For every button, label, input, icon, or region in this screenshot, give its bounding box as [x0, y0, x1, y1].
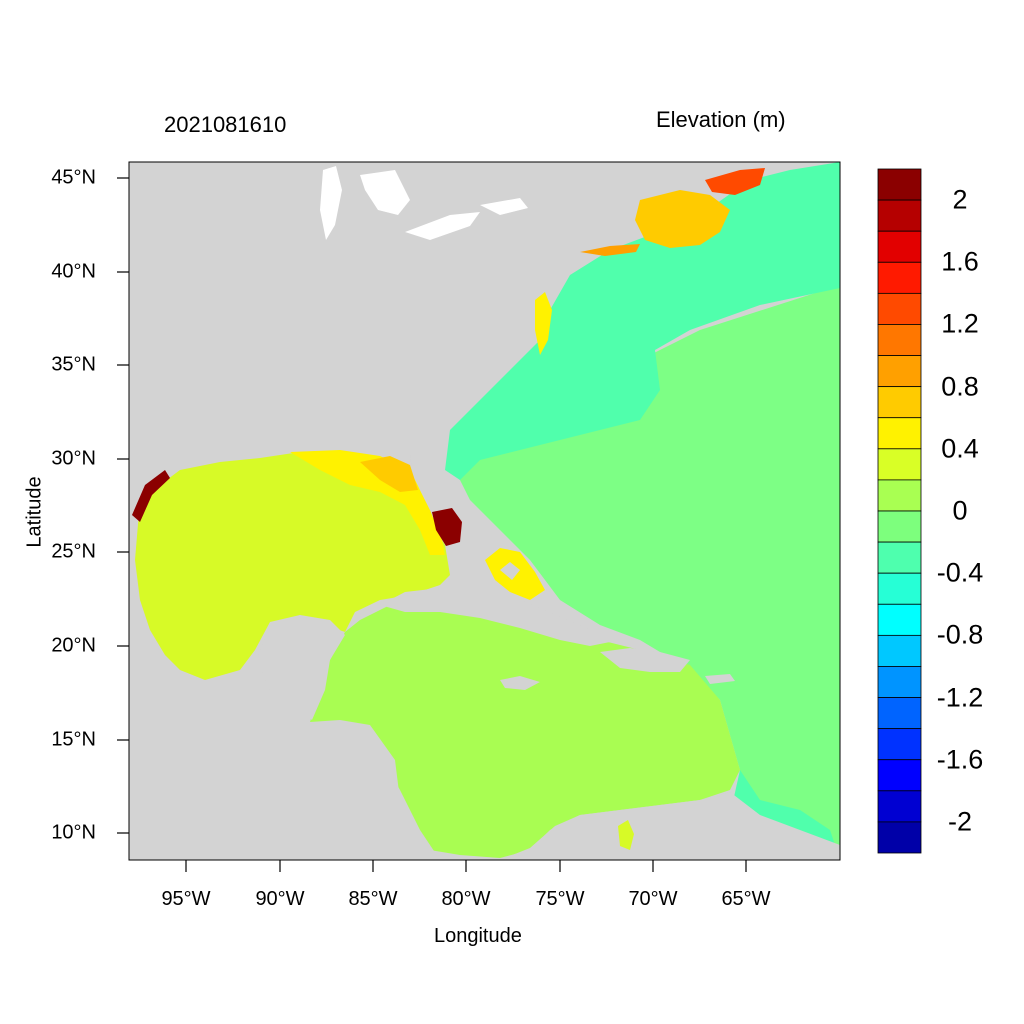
colorbar-swatch	[877, 448, 922, 481]
colorbar-swatch	[877, 728, 922, 761]
colorbar-swatch	[877, 324, 922, 356]
atlantic-shelf-region	[445, 162, 840, 480]
y-tick-label: 10°N	[51, 821, 96, 844]
y-tick-label: 45°N	[51, 166, 96, 189]
x-tick-label: 85°W	[348, 888, 398, 910]
lake-ontario	[480, 198, 528, 215]
colorbar-swatch	[877, 479, 922, 512]
lake-michigan	[320, 166, 342, 240]
colorbar-swatch	[877, 759, 922, 792]
colorbar-swatch	[877, 168, 922, 201]
colorbar-tick-label: 1.6	[941, 246, 979, 277]
hispaniola-island	[600, 648, 690, 672]
x-tick-label: 90°W	[255, 888, 305, 910]
cuba-island	[380, 588, 610, 646]
colorbar-swatch	[877, 230, 922, 263]
colorbar-tick-label: -2	[947, 806, 973, 837]
x-tick-label: 95°W	[161, 888, 211, 910]
colorbar-swatch	[877, 541, 922, 574]
colorbar-swatch	[877, 821, 922, 854]
colorbar-tick-label: 1.2	[941, 308, 979, 339]
colorbar-swatch	[877, 199, 922, 232]
colorbar-tick-label: -1.2	[936, 682, 984, 713]
plot-frame	[128, 161, 841, 861]
x-tick-marks	[185, 860, 747, 872]
colorbar-tick-label: 0.8	[941, 371, 979, 402]
gulf-of-mexico-region	[135, 452, 450, 680]
bahamas-inner	[500, 562, 520, 580]
y-tick-marks	[117, 177, 129, 834]
x-axis-label: Longitude	[434, 925, 522, 947]
map-timestamp: 2021081610	[164, 112, 287, 137]
variable-title: Elevation (m)	[656, 107, 786, 132]
colorbar-tick-label: 0.4	[941, 433, 979, 464]
lake-erie	[405, 212, 480, 240]
lake-huron	[360, 170, 410, 215]
atlantic-ocean-region	[455, 162, 840, 860]
colorbar-swatch	[877, 666, 922, 698]
gulf-coast-surge	[132, 470, 170, 522]
y-tick-label: 15°N	[51, 728, 96, 751]
long-island-surge	[580, 244, 640, 256]
yucatan-peninsula	[258, 615, 345, 720]
colorbar-swatch	[877, 355, 922, 388]
colorbar-tick-label: 0	[952, 495, 968, 526]
colorbar-swatch	[877, 634, 922, 667]
y-tick-label: 35°N	[51, 353, 96, 376]
colorbar-tick-label: -0.8	[936, 619, 984, 650]
colorbar-swatch	[877, 417, 922, 450]
map-field	[129, 162, 840, 860]
colorbar-swatch	[877, 697, 922, 730]
puerto-rico-island	[705, 674, 735, 684]
jamaica-island	[500, 676, 540, 690]
colorbar-tick-label: -0.4	[936, 557, 984, 588]
y-tick-label: 40°N	[51, 260, 96, 283]
central-america-land	[129, 720, 440, 860]
colorbar-swatch	[877, 510, 922, 543]
south-america-land	[500, 792, 840, 860]
colorbar-tick-label: -1.6	[936, 744, 984, 775]
colorbar-swatch	[877, 261, 922, 294]
colorbar	[877, 168, 922, 854]
colorbar-swatch	[877, 790, 922, 823]
colorbar-tick-label: 2	[952, 184, 968, 215]
y-tick-label: 20°N	[51, 634, 96, 657]
y-axis-label: Latitude	[23, 476, 46, 548]
northeast-coast-surge	[635, 190, 730, 248]
x-tick-label: 80°W	[441, 888, 491, 910]
y-tick-label: 25°N	[51, 540, 96, 563]
gulf-of-maine-surge	[705, 168, 765, 195]
x-tick-label: 70°W	[628, 888, 678, 910]
y-tick-label: 30°N	[51, 447, 96, 470]
x-tick-label: 65°W	[721, 888, 771, 910]
x-tick-label: 75°W	[535, 888, 585, 910]
apalachee-bay-surge	[360, 456, 418, 492]
colorbar-swatch	[877, 603, 922, 636]
colorbar-swatch	[877, 572, 922, 605]
colorbar-swatch	[877, 292, 922, 325]
lake-maracaibo	[618, 820, 634, 850]
mid-atlantic-surge	[535, 292, 552, 355]
colorbar-swatch	[877, 386, 922, 419]
south-florida-surge	[432, 508, 462, 546]
